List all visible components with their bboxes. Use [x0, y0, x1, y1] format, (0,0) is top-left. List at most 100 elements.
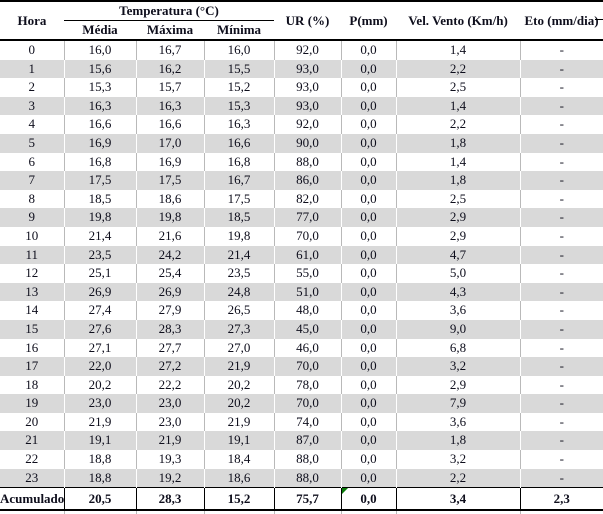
- cell-maxima: 19,3: [135, 450, 204, 469]
- column-header-hora: Hora: [0, 1, 64, 40]
- cell-p: 0,0: [340, 245, 397, 265]
- cell-vento: 2,2: [395, 59, 521, 79]
- cell-vento: 2,2: [395, 468, 521, 488]
- cell-maxima: 24,2: [135, 245, 204, 265]
- cell-hora: 17: [25, 358, 39, 374]
- acumulado-ur: 75,7: [273, 487, 342, 511]
- cell-eto: -: [519, 96, 603, 116]
- cell-eto: -: [519, 78, 603, 97]
- cell-error-flag-icon: [341, 488, 348, 495]
- header-row-sub: Média Máxima Mínima: [0, 20, 603, 40]
- table-row: 11 23,5 24,2 21,4 61,0 0,0 4,7-: [0, 245, 603, 265]
- header-right-rule-tick: [595, 19, 603, 20]
- cell-minima: 16,7: [203, 171, 275, 190]
- cell-ur: 88,0: [273, 450, 342, 469]
- acumulado-media: 20,5: [63, 487, 136, 511]
- cell-media: 16,8: [63, 152, 136, 172]
- cell-maxima: 21,9: [135, 431, 204, 451]
- cell-vento: 1,8: [395, 431, 521, 451]
- cell-maxima: 25,4: [135, 264, 204, 283]
- cell-ur: 93,0: [273, 96, 342, 116]
- cell-p: 0,0: [340, 40, 397, 60]
- cell-p: 0,0: [340, 319, 397, 339]
- cell-vento: 5,0: [395, 264, 521, 283]
- cell-ur: 77,0: [273, 208, 342, 227]
- cell-ur: 88,0: [273, 152, 342, 172]
- cell-vento: 2,9: [395, 375, 521, 395]
- cell-eto: -: [519, 338, 603, 358]
- cell-maxima: 28,3: [135, 319, 204, 339]
- cell-eto: -: [519, 189, 603, 209]
- cell-hora: 5: [28, 134, 36, 150]
- cell-vento: 1,4: [395, 152, 521, 172]
- cell-vento: 1,8: [395, 171, 521, 190]
- cell-maxima: 21,6: [135, 226, 204, 246]
- cell-hora: 14: [25, 302, 39, 318]
- cell-p: 0,0: [340, 152, 397, 172]
- table-row: 19 23,0 23,0 20,2 70,0 0,0 7,9-: [0, 394, 603, 413]
- cell-hora: 4: [28, 116, 36, 132]
- table-body: 0 16,0 16,7 16,0 92,0 0,0 1,4-1 15,6 16,2 15,5 93,…: [0, 40, 603, 488]
- cell-hora: 9: [28, 209, 36, 225]
- cell-eto: -: [519, 133, 603, 153]
- cell-eto: -: [519, 171, 603, 190]
- cell-p: 0,0: [340, 468, 397, 488]
- table-row: 18 20,2 22,2 20,2 78,0 0,0 2,9-: [0, 375, 603, 395]
- cell-eto: -: [519, 264, 603, 283]
- cell-media: 27,4: [63, 301, 136, 320]
- table-row: 1 15,6 16,2 15,5 93,0 0,0 2,2-: [0, 59, 603, 79]
- cell-minima: 27,3: [203, 319, 275, 339]
- cell-p: 0,0: [340, 171, 397, 190]
- cell-minima: 18,5: [203, 208, 275, 227]
- cell-minima: 23,5: [203, 264, 275, 283]
- cell-hora: 15: [25, 320, 39, 336]
- table-row: 12 25,1 25,4 23,5 55,0 0,0 5,0-: [0, 264, 603, 283]
- cell-media: 25,1: [63, 264, 136, 283]
- cell-media: 16,0: [63, 40, 136, 60]
- cell-hora: 18: [25, 376, 39, 392]
- cell-ur: 92,0: [273, 115, 342, 134]
- cell-p: 0,0: [340, 59, 397, 79]
- table-row: 14 27,4 27,9 26,5 48,0 0,0 3,6-: [0, 301, 603, 320]
- table-footer: Acumulado 20,5 28,3 15,2 75,7 0,0 3,4 2,…: [0, 487, 603, 514]
- cell-ur: 88,0: [273, 468, 342, 488]
- column-header-vento: Vel. Vento (Km/h): [396, 1, 521, 40]
- cell-hora: 10: [25, 227, 39, 243]
- cell-vento: 4,7: [395, 245, 521, 265]
- cell-minima: 21,9: [203, 412, 275, 432]
- cell-ur: 51,0: [273, 282, 342, 302]
- table-row: 6 16,8 16,9 16,8 88,0 0,0 1,4-: [0, 152, 603, 172]
- cell-ur: 82,0: [273, 189, 342, 209]
- cell-media: 16,3: [63, 96, 136, 116]
- cell-vento: 3,6: [395, 412, 521, 432]
- cell-hora: 16: [25, 339, 39, 355]
- cell-hora: 13: [25, 283, 39, 299]
- cell-maxima: 17,0: [135, 133, 204, 153]
- table-row: 8 18,5 18,6 17,5 82,0 0,0 2,5-: [0, 189, 603, 209]
- column-header-p: P(mm): [341, 1, 397, 40]
- cell-vento: 3,2: [395, 450, 521, 469]
- table-row: 17 22,0 27,2 21,9 70,0 0,0 3,2-: [0, 357, 603, 376]
- cell-hora: 8: [28, 190, 36, 206]
- cell-media: 18,8: [63, 450, 136, 469]
- cell-minima: 26,5: [203, 301, 275, 320]
- cell-vento: 1,4: [395, 40, 521, 60]
- column-header-media: Média: [64, 20, 136, 40]
- cell-ur: 90,0: [273, 133, 342, 153]
- cell-media: 27,1: [63, 338, 136, 358]
- cell-media: 19,8: [63, 208, 136, 227]
- cell-p: 0,0: [340, 450, 397, 469]
- table-row: 0 16,0 16,7 16,0 92,0 0,0 1,4-: [0, 40, 603, 60]
- cell-ur: 93,0: [273, 78, 342, 97]
- cell-hora: 22: [25, 451, 39, 467]
- acumulado-label: Acumulado: [0, 487, 64, 511]
- cell-eto: -: [519, 59, 603, 79]
- cell-maxima: 19,8: [135, 208, 204, 227]
- cell-media: 16,6: [63, 115, 136, 134]
- table-row: 20 21,9 23,0 21,9 74,0 0,0 3,6-: [0, 412, 603, 432]
- acumulado-row: Acumulado 20,5 28,3 15,2 75,7 0,0 3,4 2,…: [0, 487, 603, 511]
- cell-minima: 17,5: [203, 189, 275, 209]
- table-row: 23 18,8 19,2 18,6 88,0 0,0 2,2-: [0, 468, 603, 488]
- cell-p: 0,0: [340, 264, 397, 283]
